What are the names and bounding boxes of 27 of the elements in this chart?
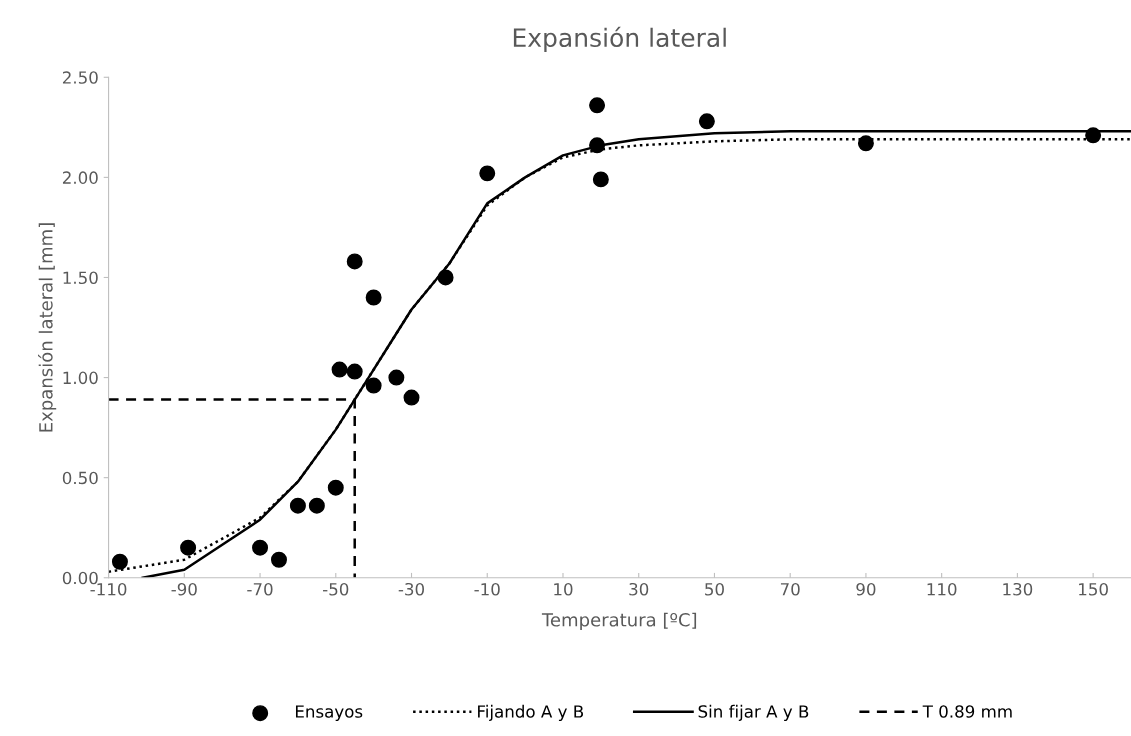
- x-tick-label: -10: [474, 582, 500, 596]
- x-tick-label: 90: [856, 582, 876, 596]
- x-tick-label: 150: [1079, 582, 1108, 596]
- x-tick-label: 110: [927, 582, 957, 596]
- x-tick-label: -50: [322, 582, 349, 596]
- x-tick-label: -30: [398, 582, 425, 596]
- x-tick-label: 10: [554, 582, 573, 596]
- y-tick-label: 0.00: [62, 571, 98, 585]
- x-tick-label: -110: [90, 582, 127, 596]
- x-tick-label: 70: [780, 582, 800, 596]
- y-axis-title: Expansión lateral [mm]: [37, 223, 57, 432]
- y-tick-label: 2.50: [62, 71, 98, 84]
- y-tick-label: 1.00: [63, 371, 98, 385]
- x-tick-label: 30: [629, 582, 649, 596]
- y-tick-label: 2.00: [62, 171, 98, 184]
- chart-title: Expansión lateral: [513, 26, 726, 52]
- y-tick-label: 0.50: [62, 471, 98, 485]
- x-tick-label: 50: [705, 582, 724, 596]
- legend-label: Fijando A y B: [478, 704, 584, 721]
- x-tick-label: 130: [1003, 582, 1033, 596]
- x-axis-title: Temperatura [ºC]: [541, 612, 697, 631]
- x-tick-label: -70: [247, 582, 273, 596]
- legend-label: Sin fijar A y B: [698, 704, 809, 721]
- legend-label: Ensayos: [295, 705, 363, 721]
- x-tick-label: -90: [171, 582, 197, 596]
- legend-label: T 0.89 mm: [922, 705, 1012, 718]
- y-tick-label: 1.50: [63, 271, 98, 285]
